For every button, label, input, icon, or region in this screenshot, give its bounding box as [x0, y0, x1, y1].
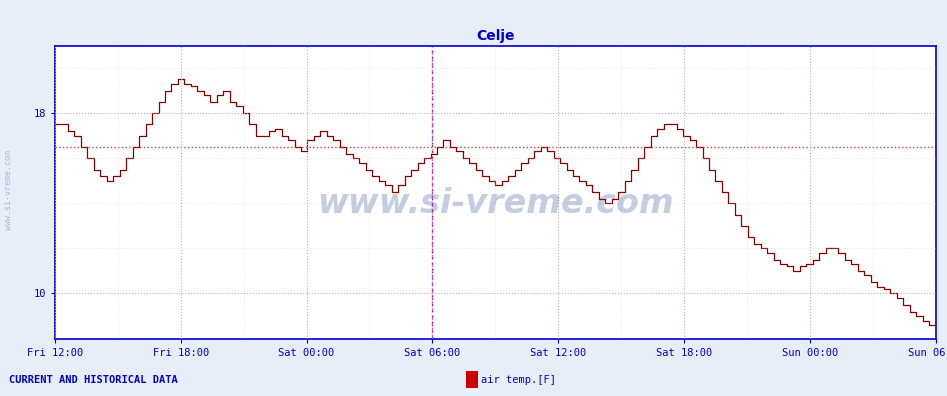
Text: CURRENT AND HISTORICAL DATA: CURRENT AND HISTORICAL DATA — [9, 375, 178, 385]
Title: Celje: Celje — [476, 29, 514, 43]
Text: www.si-vreme.com: www.si-vreme.com — [317, 187, 673, 220]
Text: www.si-vreme.com: www.si-vreme.com — [4, 150, 13, 230]
Text: air temp.[F]: air temp.[F] — [481, 375, 556, 385]
